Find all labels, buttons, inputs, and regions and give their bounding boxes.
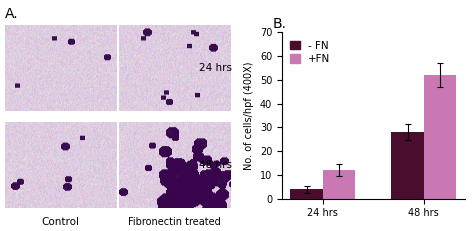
Text: A.: A. bbox=[5, 7, 18, 21]
Text: 48 hrs: 48 hrs bbox=[199, 160, 232, 170]
Bar bbox=[392, 132, 424, 199]
Bar bbox=[323, 170, 355, 199]
Text: Fibronectin treated: Fibronectin treated bbox=[128, 217, 220, 227]
Legend: - FN, +FN: - FN, +FN bbox=[287, 38, 333, 67]
Text: 24 hrs: 24 hrs bbox=[199, 63, 232, 73]
Text: Control: Control bbox=[41, 217, 80, 227]
Text: B.: B. bbox=[273, 17, 287, 31]
Bar bbox=[290, 189, 323, 199]
Y-axis label: No. of cells/hpf (400X): No. of cells/hpf (400X) bbox=[245, 61, 255, 170]
Bar bbox=[424, 75, 456, 199]
